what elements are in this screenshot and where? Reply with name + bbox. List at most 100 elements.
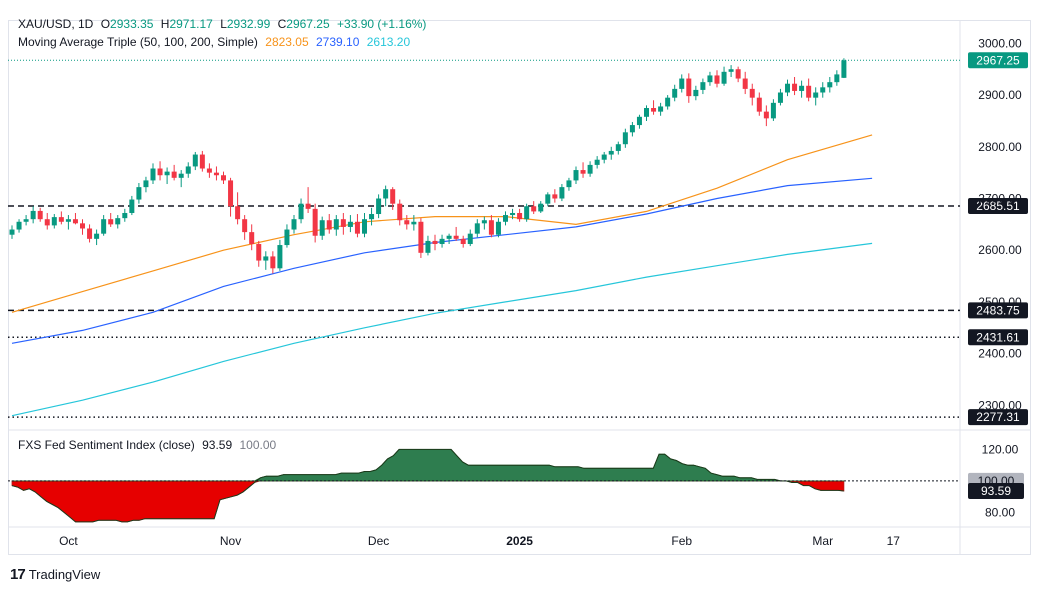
candle <box>72 212 78 225</box>
ma200-value: 2613.20 <box>366 35 411 49</box>
candle-body <box>101 219 107 234</box>
candle <box>199 150 205 172</box>
time-tick-label: Feb <box>671 534 692 548</box>
candle <box>566 177 572 191</box>
candle <box>242 215 248 240</box>
candle-body <box>651 108 657 112</box>
candle <box>383 185 389 207</box>
candle <box>756 92 762 116</box>
candle <box>333 215 339 236</box>
candle <box>101 215 107 236</box>
candle-body <box>714 75 720 84</box>
candle-body <box>150 168 156 181</box>
candle-body <box>453 235 459 239</box>
candle <box>792 76 798 96</box>
candle-body <box>636 116 642 126</box>
price-tick-label: 2900.00 <box>978 88 1022 102</box>
candle <box>108 212 114 227</box>
candle <box>298 198 304 224</box>
price-level-badge <box>968 198 1028 215</box>
candle-body <box>44 219 50 226</box>
candle <box>594 156 600 169</box>
candle <box>362 212 367 238</box>
ma200-line <box>11 242 873 417</box>
candle <box>376 194 382 219</box>
candle <box>37 207 43 222</box>
candle <box>693 85 699 101</box>
sentiment-last-badge <box>968 483 1024 500</box>
candle <box>524 203 530 222</box>
price-tick-label: 2300.00 <box>978 398 1022 412</box>
candle <box>87 224 93 243</box>
candle <box>411 215 417 231</box>
price-tick-label: 2800.00 <box>978 140 1022 154</box>
candle-body <box>213 172 219 176</box>
candle <box>636 114 642 129</box>
candle-body <box>552 194 558 199</box>
time-tick-label: 2025 <box>506 534 533 548</box>
candle-body <box>30 210 36 220</box>
open-value: 2933.35 <box>110 17 154 31</box>
candle-body <box>432 240 438 245</box>
sentiment-baseline: 100.00 <box>239 438 277 452</box>
candle <box>270 251 276 274</box>
candle <box>770 99 776 121</box>
candle <box>221 171 226 185</box>
price-level-badge <box>968 302 1028 319</box>
candle <box>192 151 198 171</box>
candle <box>263 251 269 270</box>
close-label: C <box>277 17 287 31</box>
candle <box>312 203 318 243</box>
candle <box>474 219 480 238</box>
sentiment-value: 93.59 <box>202 438 233 452</box>
candle-body <box>312 208 318 236</box>
candle <box>714 70 720 88</box>
candle-body <box>834 74 840 83</box>
sentiment-tick-label: 80.00 <box>985 505 1015 519</box>
price-legend: XAU/USD, 1D O2933.35 H2971.17 L2932.99 C… <box>18 17 430 31</box>
candle <box>573 166 579 185</box>
candle <box>763 105 769 127</box>
candle <box>679 74 685 93</box>
candle <box>340 212 346 235</box>
candle-body <box>460 238 466 245</box>
candle-body <box>80 223 85 229</box>
candle <box>9 225 15 239</box>
candle <box>629 121 635 137</box>
sentiment-negative-area <box>11 480 845 523</box>
price-level-label: 2685.51 <box>976 199 1020 213</box>
candle <box>608 146 614 160</box>
candle <box>481 216 487 230</box>
candle-body <box>524 206 530 220</box>
candle-body <box>531 206 537 212</box>
candle-body <box>185 166 191 174</box>
candle-body <box>658 106 664 112</box>
candle <box>503 211 508 226</box>
ma50-value: 2823.05 <box>265 35 309 49</box>
candle-body <box>495 221 501 235</box>
candle-body <box>580 170 586 174</box>
candle <box>347 215 353 233</box>
candle-body <box>742 78 748 89</box>
sentiment-legend: FXS Fed Sentiment Index (close) 93.59 10… <box>18 438 280 452</box>
candle-body <box>249 232 255 245</box>
candle <box>841 58 847 79</box>
candle <box>665 95 671 110</box>
candle <box>552 189 558 203</box>
candle-body <box>608 150 614 155</box>
candle-body <box>65 219 71 222</box>
candle-body <box>404 220 410 225</box>
candle <box>545 192 551 207</box>
candle-body <box>143 180 149 188</box>
low-label: L <box>220 17 227 31</box>
brand: 17 TradingView <box>10 566 100 583</box>
candle-body <box>587 164 593 174</box>
candle-body <box>192 154 198 167</box>
candle <box>580 162 586 178</box>
candle <box>467 229 473 247</box>
candle <box>418 218 424 258</box>
low-value: 2932.99 <box>226 17 271 31</box>
symbol-label: XAU/USD, 1D <box>18 17 94 31</box>
price-level-badge <box>968 329 1028 346</box>
